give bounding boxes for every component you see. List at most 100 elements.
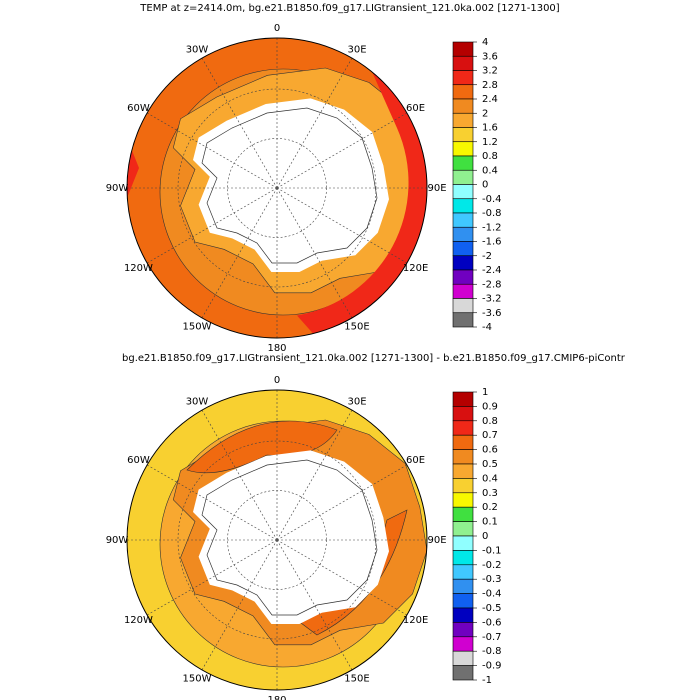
colorbar-box xyxy=(452,535,474,551)
colorbar-label: 2.4 xyxy=(482,94,498,105)
lon-label: 150W xyxy=(183,322,212,333)
colorbar-box xyxy=(452,155,474,171)
colorbar-box xyxy=(452,665,474,681)
colorbar-box xyxy=(452,226,474,242)
colorbar-label: -0.9 xyxy=(482,661,502,672)
colorbar-label: 0.5 xyxy=(482,459,498,470)
lon-line xyxy=(146,112,278,189)
lon-line xyxy=(276,409,353,541)
colorbar-box xyxy=(452,550,474,566)
map xyxy=(126,389,428,691)
lon-line xyxy=(276,464,408,541)
lon-line xyxy=(201,539,278,671)
colorbar-box xyxy=(452,622,474,638)
colorbar-box xyxy=(452,478,474,494)
lon-label: 90W xyxy=(106,183,129,194)
colorbar-label: -2.8 xyxy=(482,279,502,290)
colorbar-box xyxy=(452,463,474,479)
colorbar-label: 4 xyxy=(482,37,488,48)
colorbar-label: 0.6 xyxy=(482,445,498,456)
colorbar-label: -1 xyxy=(482,675,492,686)
colorbar-box xyxy=(452,269,474,285)
colorbar-box xyxy=(452,127,474,143)
colorbar-label: -0.4 xyxy=(482,194,502,205)
colorbar-box xyxy=(452,41,474,57)
lon-line xyxy=(201,409,278,541)
colorbar-box xyxy=(452,593,474,609)
colorbar-label: 2.8 xyxy=(482,80,498,91)
lon-label: 180 xyxy=(267,343,286,354)
colorbar-box xyxy=(452,112,474,128)
lon-line xyxy=(276,187,408,264)
map-border xyxy=(126,389,428,691)
colorbar-label: -4 xyxy=(482,322,492,333)
colorbar-label: 0.4 xyxy=(482,473,498,484)
colorbar-box xyxy=(452,184,474,200)
colorbar-label: 1.6 xyxy=(482,123,498,134)
colorbar-label: -0.5 xyxy=(482,603,502,614)
colorbar-box xyxy=(452,521,474,537)
colorbar-label: -0.4 xyxy=(482,589,502,600)
lon-line xyxy=(276,539,353,671)
lat-line xyxy=(177,88,377,288)
colorbar-box xyxy=(452,636,474,652)
panel-title: TEMP at z=2414.0m, bg.e21.B1850.f09_g17.… xyxy=(139,3,560,14)
lon-label: 30W xyxy=(186,44,209,55)
colorbar-box xyxy=(452,420,474,436)
colorbar-label: 0.2 xyxy=(482,502,498,513)
colorbar-box xyxy=(452,283,474,299)
lon-label: 30E xyxy=(347,396,366,407)
colorbar-box xyxy=(452,492,474,508)
lon-label: 90E xyxy=(427,183,446,194)
lon-label: 90W xyxy=(106,535,129,546)
antarctica xyxy=(201,107,378,264)
colorbar-label: -1.2 xyxy=(482,222,502,233)
colorbar-box xyxy=(452,241,474,257)
colorbar-box xyxy=(452,141,474,157)
colorbar-label: 0.3 xyxy=(482,488,498,499)
colorbar-label: 0 xyxy=(482,180,488,191)
colorbar-box xyxy=(452,434,474,450)
lon-label: 60E xyxy=(406,103,425,114)
colorbar-label: 0 xyxy=(482,531,488,542)
colorbar-box xyxy=(452,98,474,114)
colorbar-label: -3.2 xyxy=(482,294,502,305)
lon-label: 120E xyxy=(403,263,428,274)
lon-label: 0 xyxy=(274,23,280,34)
colorbar-label: 0.1 xyxy=(482,517,498,528)
lon-line xyxy=(146,187,278,264)
colorbar-box xyxy=(452,198,474,214)
colorbar-label: 0.8 xyxy=(482,151,498,162)
colorbar-label: -0.7 xyxy=(482,632,502,643)
colorbar-label: 3.6 xyxy=(482,51,498,62)
lon-label: 30W xyxy=(186,396,209,407)
lon-label: 60W xyxy=(127,103,150,114)
lat-line xyxy=(177,440,377,640)
colorbar-label: -1.6 xyxy=(482,237,502,248)
map-field xyxy=(127,38,427,338)
colorbar-box xyxy=(452,55,474,71)
lon-line xyxy=(276,112,408,189)
colorbar-label: -0.8 xyxy=(482,208,502,219)
colorbar-label: 2 xyxy=(482,108,488,119)
lon-label: 60W xyxy=(127,455,150,466)
field-warm xyxy=(186,420,338,474)
lon-label: 30E xyxy=(347,44,366,55)
colorbar-label: 0.9 xyxy=(482,401,498,412)
antarctica xyxy=(201,459,378,616)
lon-line xyxy=(276,187,353,319)
map-border xyxy=(126,37,428,339)
lon-label: 120W xyxy=(124,615,153,626)
colorbar-box xyxy=(452,607,474,623)
colorbar-label: 1.2 xyxy=(482,137,498,148)
colorbar-box xyxy=(452,255,474,271)
colorbar-label: -0.6 xyxy=(482,617,502,628)
lon-label: 90E xyxy=(427,535,446,546)
colorbar-box xyxy=(452,312,474,328)
colorbar-box xyxy=(452,169,474,185)
colorbar-label: -0.3 xyxy=(482,574,502,585)
colorbar-label: -0.1 xyxy=(482,545,502,556)
lon-label: 150W xyxy=(183,674,212,685)
colorbar-box xyxy=(452,449,474,465)
